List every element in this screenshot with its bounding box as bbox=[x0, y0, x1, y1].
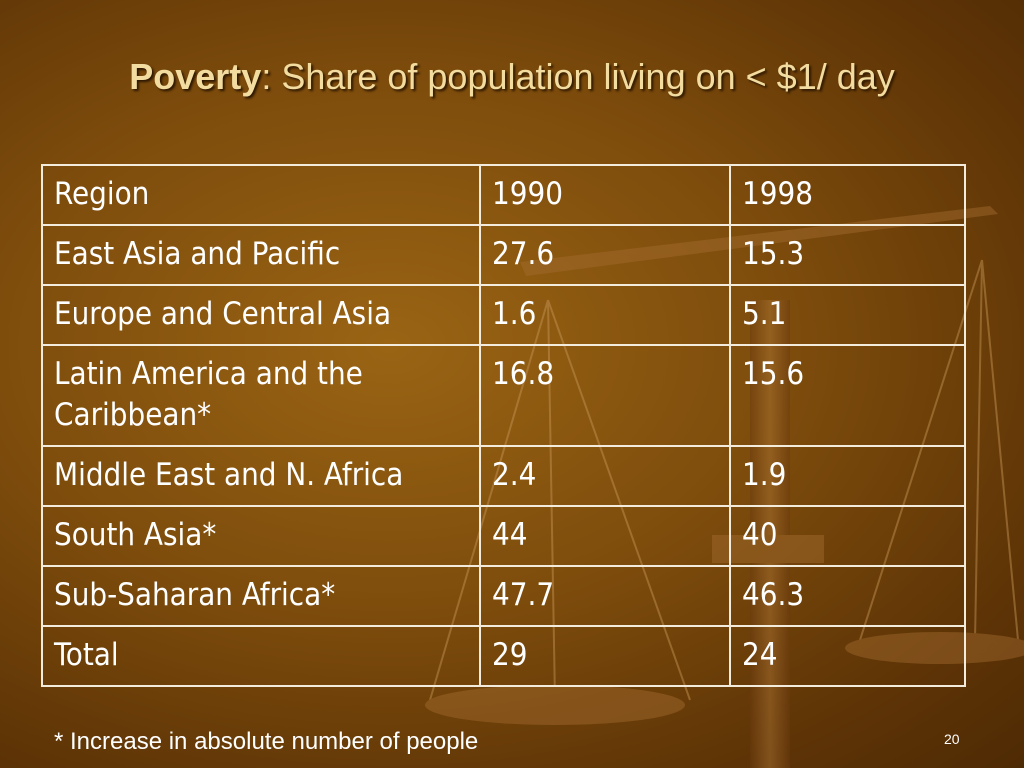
table-row: Total 29 24 bbox=[41, 625, 966, 687]
region-cell: Europe and Central Asia bbox=[41, 284, 481, 346]
poverty-table: Region 1990 1998 East Asia and Pacific 2… bbox=[41, 164, 966, 687]
table-row: South Asia* 44 40 bbox=[41, 505, 966, 567]
value-1998-cell: 46.3 bbox=[729, 565, 966, 627]
table-row: Latin America and the Caribbean* 16.8 15… bbox=[41, 344, 966, 447]
value-1990-cell: 1.6 bbox=[479, 284, 731, 346]
header-cell: 1990 bbox=[479, 164, 731, 226]
table-row: Europe and Central Asia 1.6 5.1 bbox=[41, 284, 966, 346]
value-1990-cell: 2.4 bbox=[479, 445, 731, 507]
table-row: East Asia and Pacific 27.6 15.3 bbox=[41, 224, 966, 286]
table-row: Sub-Saharan Africa* 47.7 46.3 bbox=[41, 565, 966, 627]
page-number: 20 bbox=[944, 731, 960, 747]
header-cell: 1998 bbox=[729, 164, 966, 226]
header-cell: Region bbox=[41, 164, 481, 226]
region-cell: Latin America and the Caribbean* bbox=[41, 344, 481, 447]
table-header-row: Region 1990 1998 bbox=[41, 164, 966, 226]
value-1998-cell: 24 bbox=[729, 625, 966, 687]
value-1990-cell: 29 bbox=[479, 625, 731, 687]
footnote: * Increase in absolute number of people bbox=[54, 728, 479, 755]
region-cell: Middle East and N. Africa bbox=[41, 445, 481, 507]
value-1990-cell: 27.6 bbox=[479, 224, 731, 286]
region-cell: South Asia* bbox=[41, 505, 481, 567]
value-1990-cell: 16.8 bbox=[479, 344, 731, 447]
value-1998-cell: 5.1 bbox=[729, 284, 966, 346]
region-cell: Total bbox=[41, 625, 481, 687]
value-1998-cell: 1.9 bbox=[729, 445, 966, 507]
region-cell: Sub-Saharan Africa* bbox=[41, 565, 481, 627]
table-row: Middle East and N. Africa 2.4 1.9 bbox=[41, 445, 966, 507]
value-1990-cell: 44 bbox=[479, 505, 731, 567]
value-1998-cell: 15.6 bbox=[729, 344, 966, 447]
value-1990-cell: 47.7 bbox=[479, 565, 731, 627]
region-cell: East Asia and Pacific bbox=[41, 224, 481, 286]
value-1998-cell: 15.3 bbox=[729, 224, 966, 286]
title-rest: : Share of population living on < $1/ da… bbox=[261, 56, 895, 97]
page-title: Poverty: Share of population living on <… bbox=[0, 56, 1024, 98]
value-1998-cell: 40 bbox=[729, 505, 966, 567]
title-bold: Poverty bbox=[129, 56, 262, 97]
